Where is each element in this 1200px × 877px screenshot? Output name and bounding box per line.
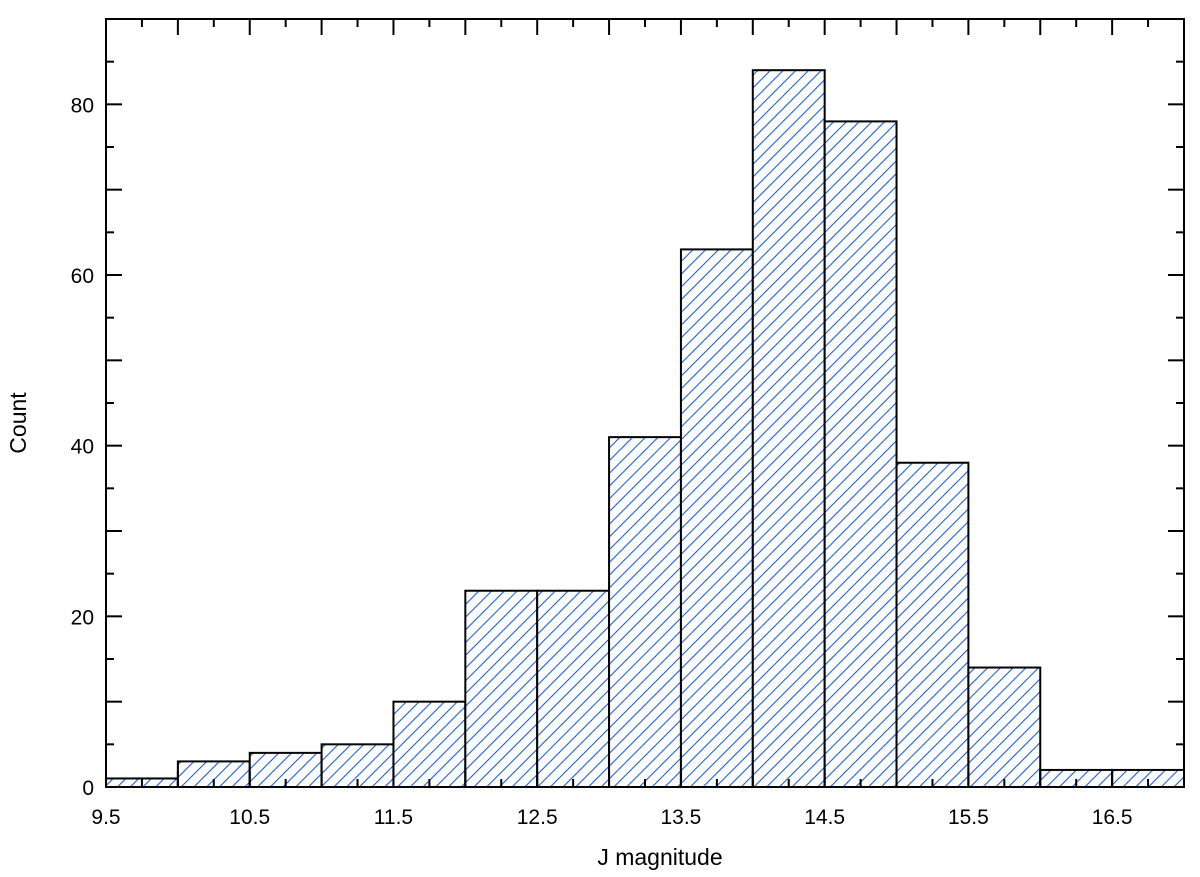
histogram-bar — [392, 700, 467, 789]
histogram-bar — [967, 666, 1042, 788]
y-tick-label: 60 — [71, 265, 94, 288]
labels-layer: 9.5 10.5 11.5 12.5 13.5 14.5 15.5 16.5 0 20 40 60 80 — [71, 94, 1133, 829]
histogram-bar — [536, 589, 611, 788]
x-tick-label: 16.5 — [1092, 806, 1133, 829]
x-tick-label: 12.5 — [517, 806, 558, 829]
x-tick-label: 13.5 — [660, 806, 701, 829]
bars-layer — [105, 69, 1185, 789]
x-tick-label: 10.5 — [229, 806, 270, 829]
histogram-bar — [679, 248, 754, 788]
x-tick-label: 14.5 — [804, 806, 845, 829]
y-tick-label: 80 — [71, 94, 94, 117]
x-axis-title: J magnitude — [597, 844, 722, 870]
y-tick-label: 40 — [71, 436, 94, 459]
x-tick-label: 15.5 — [948, 806, 989, 829]
histogram-bar — [608, 436, 682, 788]
y-axis-title: Count — [5, 392, 31, 454]
y-tick-label: 20 — [71, 606, 94, 629]
histogram-bar — [464, 589, 539, 788]
histogram-bar — [823, 120, 898, 788]
histogram-bar — [751, 69, 826, 788]
y-tick-label: 0 — [82, 777, 94, 800]
histogram-bar — [895, 461, 970, 788]
x-tick-label: 11.5 — [374, 806, 413, 829]
plot-frame — [105, 18, 1185, 788]
x-tick-label: 9.5 — [91, 806, 120, 829]
